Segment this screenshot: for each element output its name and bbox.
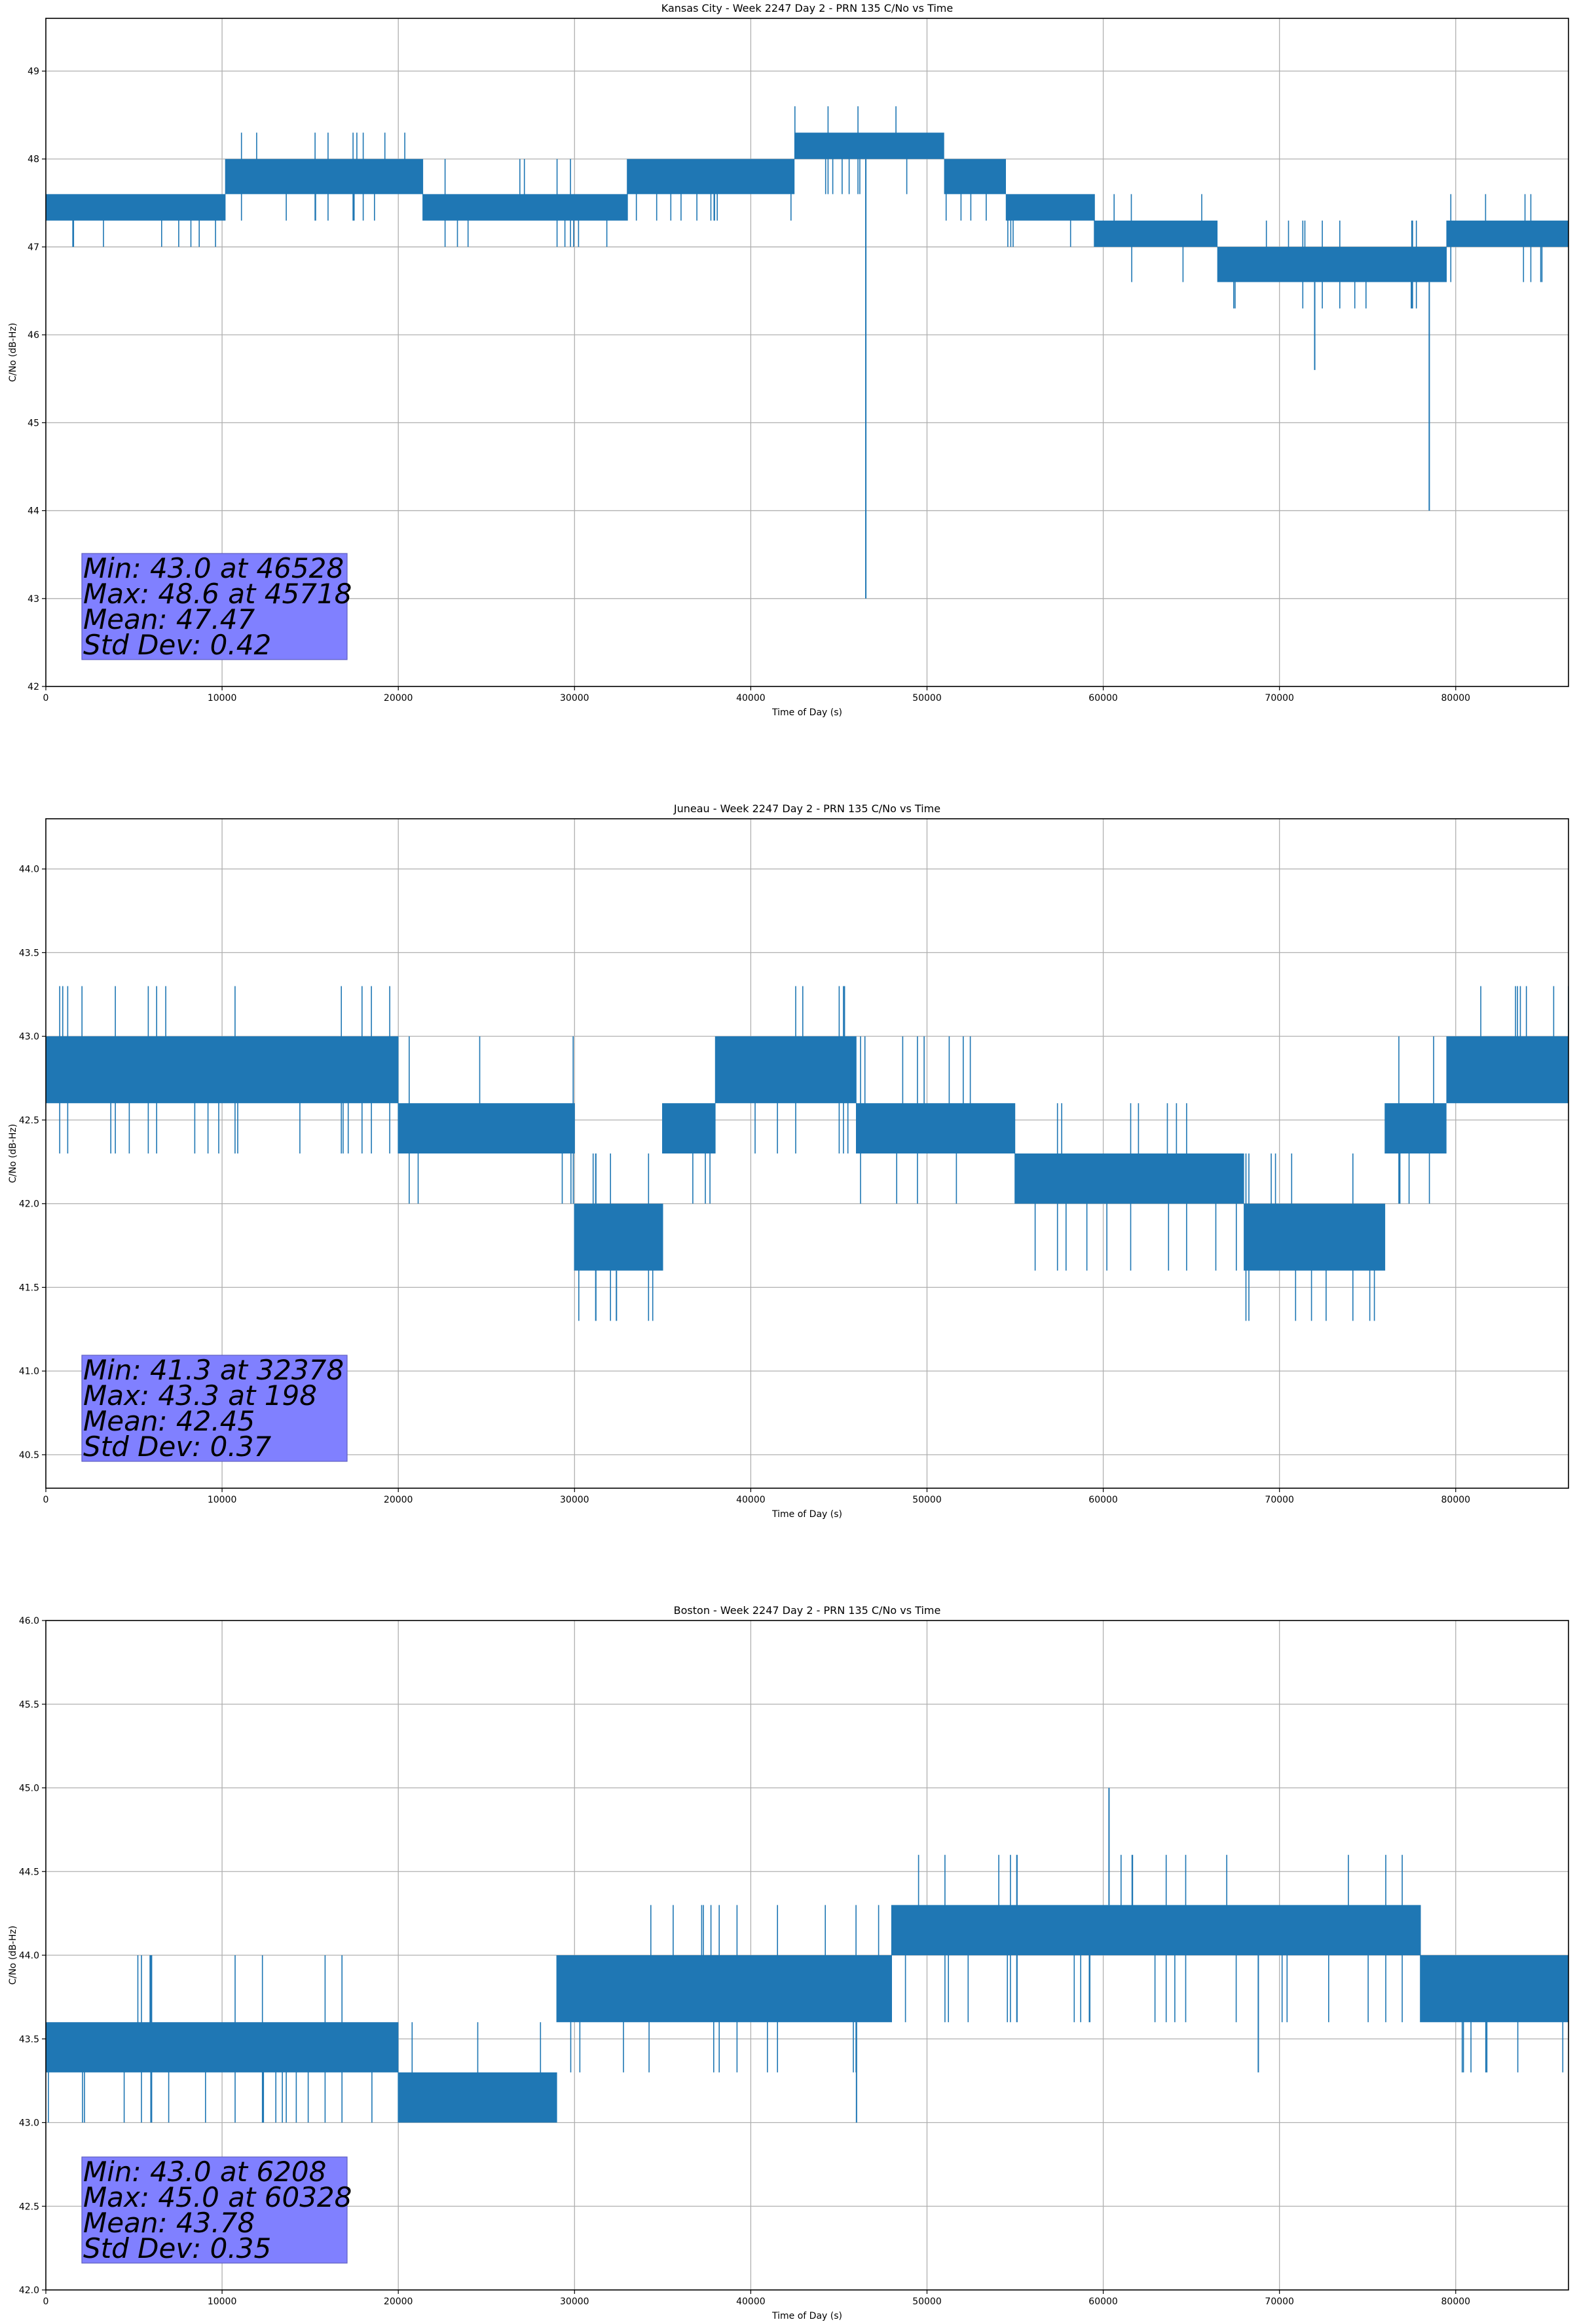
y-tick-label: 45.0: [19, 1784, 39, 1794]
x-tick-label: 80000: [1441, 693, 1471, 703]
y-axis-label: C/No (dB-Hz): [8, 1124, 18, 1183]
stats-line: Std Dev: 0.37: [83, 1431, 271, 1463]
y-tick-label: 41.0: [19, 1366, 39, 1377]
y-tick-label: 42.0: [19, 1199, 39, 1210]
stats-line: Mean: 42.45: [83, 1405, 255, 1437]
y-tick-label: 45.5: [19, 1700, 39, 1710]
y-tick-label: 45: [28, 418, 39, 428]
y-axis-label: C/No (dB-Hz): [8, 323, 18, 382]
y-axis-label: C/No (dB-Hz): [8, 1926, 18, 1985]
y-tick-label: 42.0: [19, 2285, 39, 2296]
chart-panel-boston: Boston - Week 2247 Day 2 - PRN 135 C/No …: [8, 1604, 1569, 2321]
series-path: [46, 106, 1568, 309]
y-tick-label: 43.5: [19, 948, 39, 958]
y-tick-label: 40.5: [19, 1450, 39, 1461]
x-axis-label: Time of Day (s): [771, 707, 842, 718]
series-line-prn-135: [46, 1788, 1568, 2123]
y-tick-label: 43: [28, 594, 39, 605]
x-tick-label: 50000: [912, 1495, 942, 1505]
x-tick-label: 50000: [912, 693, 942, 703]
x-tick-label: 30000: [560, 693, 589, 703]
y-tick-label: 44.0: [19, 1951, 39, 1961]
y-tick-label: 47: [28, 242, 39, 253]
y-tick-label: 42: [28, 682, 39, 692]
x-axis-label: Time of Day (s): [771, 1509, 842, 1520]
x-tick-label: 20000: [384, 2296, 413, 2307]
x-tick-label: 80000: [1441, 1495, 1471, 1505]
y-tick-label: 46.0: [19, 1616, 39, 1626]
y-tick-label: 46: [28, 330, 39, 341]
x-tick-label: 10000: [208, 2296, 237, 2307]
stats-box: [81, 1355, 348, 1462]
plot-frame: [45, 818, 1569, 1489]
x-tick-label: 0: [43, 1495, 49, 1505]
stats-line: Max: 43.3 at 198: [83, 1379, 317, 1412]
x-tick-label: 40000: [736, 1495, 766, 1505]
stats-box: [81, 2156, 348, 2264]
series-line-prn-135: [46, 106, 1568, 599]
y-tick-label: 42.5: [19, 2202, 39, 2212]
x-tick-label: 0: [43, 2296, 49, 2307]
x-tick-label: 10000: [208, 1495, 237, 1505]
plot-frame: [45, 1620, 1569, 2291]
stats-box: [81, 553, 348, 660]
series-path: [46, 1854, 1568, 2123]
x-tick-label: 30000: [560, 1495, 589, 1505]
y-tick-label: 44.5: [19, 1867, 39, 1877]
chart-panel-kansas-city: Kansas City - Week 2247 Day 2 - PRN 135 …: [8, 2, 1569, 718]
x-tick-label: 50000: [912, 2296, 942, 2307]
x-tick-label: 60000: [1088, 2296, 1118, 2307]
y-tick-label: 41.5: [19, 1283, 39, 1293]
x-tick-label: 10000: [208, 693, 237, 703]
x-tick-label: 70000: [1265, 2296, 1294, 2307]
chart-title: Kansas City - Week 2247 Day 2 - PRN 135 …: [661, 2, 953, 14]
x-tick-label: 40000: [736, 693, 766, 703]
y-tick-label: 43.0: [19, 1032, 39, 1042]
stats-line: Min: 43.0 at 46528: [83, 552, 344, 584]
x-tick-label: 20000: [384, 1495, 413, 1505]
stats-line: Std Dev: 0.35: [83, 2232, 271, 2264]
series-path: [46, 986, 1568, 1321]
x-tick-label: 30000: [560, 2296, 589, 2307]
x-tick-label: 60000: [1088, 693, 1118, 703]
stats-line: Std Dev: 0.42: [83, 629, 271, 661]
x-tick-label: 60000: [1088, 1495, 1118, 1505]
stats-line: Mean: 47.47: [83, 603, 255, 635]
y-tick-label: 49: [28, 67, 39, 77]
y-tick-label: 43.0: [19, 2118, 39, 2129]
x-tick-label: 80000: [1441, 2296, 1471, 2307]
series-line-prn-135: [46, 986, 1568, 1321]
stats-line: Max: 48.6 at 45718: [83, 578, 352, 610]
x-axis-label: Time of Day (s): [771, 2311, 842, 2321]
stats-line: Max: 45.0 at 60328: [83, 2181, 352, 2213]
x-tick-label: 70000: [1265, 1495, 1294, 1505]
chart-title: Juneau - Week 2247 Day 2 - PRN 135 C/No …: [673, 802, 940, 815]
y-tick-label: 48: [28, 155, 39, 165]
chart-title: Boston - Week 2247 Day 2 - PRN 135 C/No …: [674, 1604, 941, 1617]
chart-panel-juneau: Juneau - Week 2247 Day 2 - PRN 135 C/No …: [8, 802, 1569, 1520]
stats-line: Mean: 43.78: [83, 2207, 255, 2239]
stats-line: Min: 43.0 at 6208: [83, 2156, 326, 2188]
x-tick-label: 0: [43, 693, 49, 703]
x-tick-label: 70000: [1265, 693, 1294, 703]
y-tick-label: 44: [28, 506, 39, 517]
x-tick-label: 40000: [736, 2296, 766, 2307]
y-tick-label: 42.5: [19, 1115, 39, 1126]
y-tick-label: 43.5: [19, 2034, 39, 2045]
x-tick-label: 20000: [384, 693, 413, 703]
plot-frame: [45, 18, 1569, 687]
stats-line: Min: 41.3 at 32378: [83, 1354, 344, 1386]
y-tick-label: 44.0: [19, 865, 39, 875]
